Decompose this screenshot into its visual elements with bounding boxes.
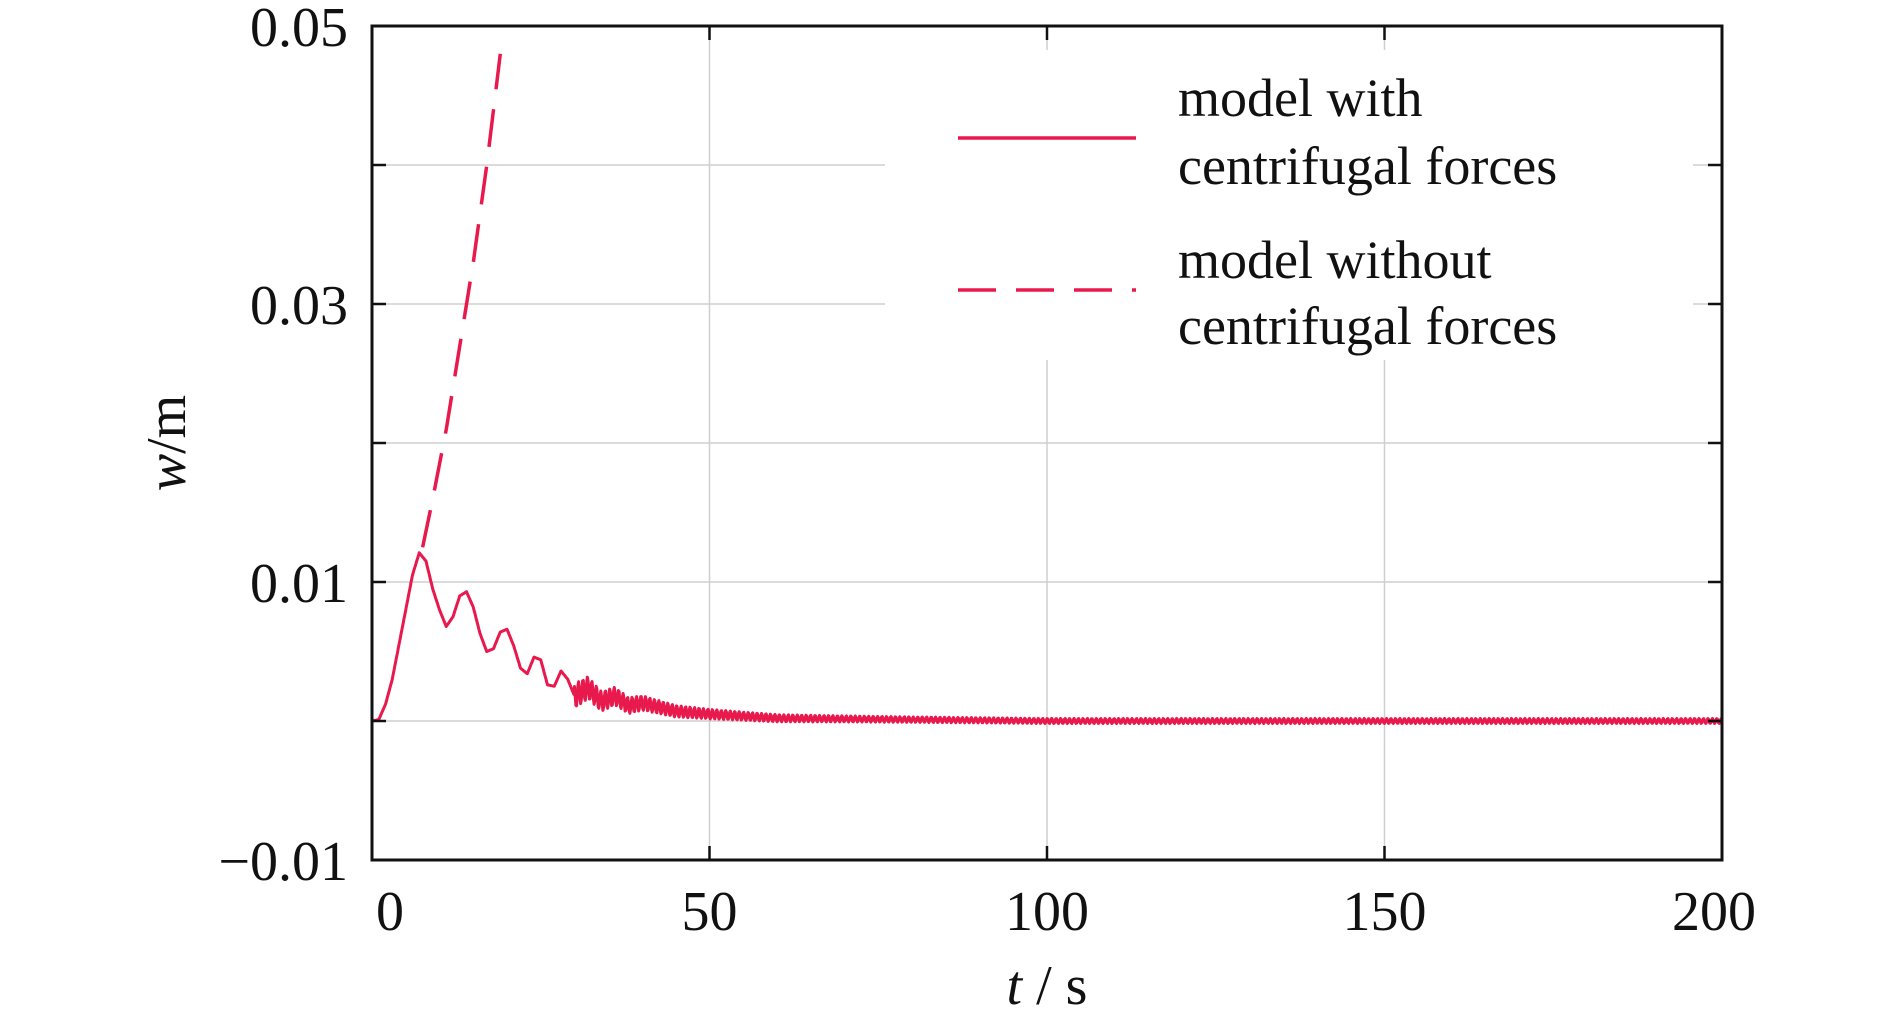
- y-axis-symbol: w: [136, 454, 198, 491]
- series-layer: [371, 53, 1724, 725]
- x-axis-label: t / s: [1007, 955, 1088, 1016]
- legend-label-1: centrifugal forces: [1178, 136, 1557, 196]
- x-axis-symbol: t: [1007, 955, 1024, 1016]
- axis-ticks: [370, 24, 1724, 862]
- x-tick-label: 100: [1005, 881, 1089, 943]
- y-tick-label: 0.01: [250, 553, 348, 615]
- tick-labels: 0 50 100 150 200 −0.01 0.01 0.03 0.05: [218, 0, 1756, 943]
- series-line-1: [371, 551, 1724, 725]
- y-tick-label: 0.05: [250, 0, 348, 59]
- x-tick-label: 50: [682, 881, 738, 943]
- y-tick-label: −0.01: [218, 831, 348, 893]
- legend-label-2: centrifugal forces: [1178, 296, 1557, 356]
- x-tick-label: 200: [1672, 881, 1756, 943]
- x-tick-label: 150: [1343, 881, 1427, 943]
- x-axis-unit: / s: [1022, 955, 1087, 1016]
- series-line-2: [420, 53, 503, 548]
- x-tick-label: 0: [376, 881, 404, 943]
- y-tick-label: 0.03: [250, 275, 348, 337]
- legend-label-2: model without: [1178, 230, 1491, 290]
- legend-background: [885, 50, 1693, 360]
- y-axis-unit: /m: [136, 395, 198, 454]
- legend-label-1: model with: [1178, 68, 1422, 128]
- y-axis-label: w/m: [136, 395, 198, 491]
